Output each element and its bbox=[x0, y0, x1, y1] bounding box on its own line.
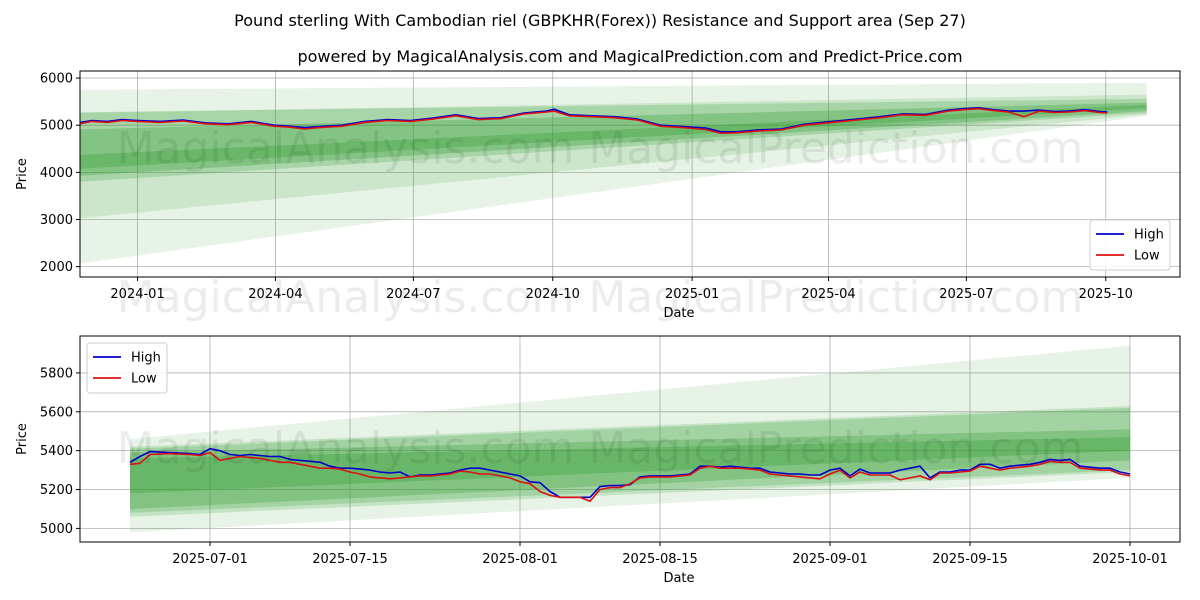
x-tick-label: 2025-07-01 bbox=[172, 552, 248, 567]
x-tick-label: 2025-07-15 bbox=[312, 552, 388, 567]
chart-subtitle: powered by MagicalAnalysis.com and Magic… bbox=[297, 47, 962, 66]
x-tick-label: 2025-04 bbox=[801, 287, 855, 302]
x-tick-label: 2024-10 bbox=[526, 287, 580, 302]
band-area bbox=[130, 406, 1130, 517]
x-tick-label: 2025-10 bbox=[1079, 287, 1133, 302]
low-series-line bbox=[129, 451, 1131, 503]
x-axis-label: Date bbox=[663, 571, 694, 586]
band-area bbox=[130, 437, 1130, 494]
x-tick-label: 2024-07 bbox=[386, 287, 440, 302]
y-tick-label: 2000 bbox=[40, 260, 73, 275]
panel-watermark: MagicalAnalysis.com MagicalPrediction.co… bbox=[117, 123, 1084, 174]
plot-frame bbox=[79, 70, 1181, 278]
legend: High Low bbox=[1089, 219, 1171, 271]
legend-box bbox=[1089, 219, 1171, 271]
band-area bbox=[80, 102, 1147, 176]
x-tick-label: 2024-04 bbox=[248, 287, 302, 302]
legend-label-low: Low bbox=[1134, 249, 1160, 264]
band-area bbox=[80, 98, 1147, 182]
x-tick-label: 2025-09-01 bbox=[792, 552, 868, 567]
band-area bbox=[80, 82, 1147, 264]
low-series-line bbox=[80, 107, 1108, 134]
y-tick-label: 5600 bbox=[40, 405, 73, 420]
support-resistance-bands bbox=[80, 82, 1147, 264]
y-tick-label: 3000 bbox=[40, 213, 73, 228]
chart-title: Pound sterling With Cambodian riel (GBPK… bbox=[234, 11, 966, 30]
price-lines bbox=[129, 447, 1131, 503]
y-tick-label: 6000 bbox=[40, 72, 73, 87]
x-tick-label: 2025-07 bbox=[939, 287, 993, 302]
x-tick-label: 2025-10-01 bbox=[1092, 552, 1168, 567]
y-tick-label: 4000 bbox=[40, 166, 73, 181]
legend-box bbox=[86, 342, 168, 394]
bottom-chart-panel: 2025-07-01 2025-07-15 2025-08-01 2025-08-15… bbox=[15, 335, 1181, 586]
legend: High Low bbox=[86, 342, 168, 394]
high-series-line bbox=[80, 107, 1108, 133]
high-series-line bbox=[129, 447, 1131, 499]
legend-label-low: Low bbox=[131, 372, 157, 387]
band-area bbox=[80, 104, 1147, 169]
legend-label-high: High bbox=[131, 351, 161, 366]
watermark: MagicalAnalysis.com MagicalPrediction.co… bbox=[117, 272, 1084, 323]
x-tick-label: 2024-01 bbox=[110, 287, 164, 302]
x-tick-label: 2025-09-15 bbox=[932, 552, 1008, 567]
x-tick-label: 2025-08-15 bbox=[622, 552, 698, 567]
y-axis-label: Price bbox=[15, 423, 30, 455]
legend-label-high: High bbox=[1134, 228, 1164, 243]
band-area bbox=[130, 407, 1130, 513]
x-tick-label: 2025-08-01 bbox=[482, 552, 558, 567]
x-axis-label: Date bbox=[663, 306, 694, 321]
y-tick-label: 5000 bbox=[40, 119, 73, 134]
band-area bbox=[130, 429, 1130, 509]
plot-frame bbox=[79, 335, 1181, 543]
y-tick-label: 5400 bbox=[40, 444, 73, 459]
price-lines bbox=[80, 107, 1108, 134]
y-axis-label: Price bbox=[15, 158, 30, 190]
panel-watermark: MagicalAnalysis.com MagicalPrediction.co… bbox=[117, 423, 1084, 474]
top-chart-panel: 2024-01 2024-04 2024-07 2024-10 2025-01 2025-… bbox=[15, 70, 1181, 321]
band-area bbox=[130, 345, 1130, 533]
y-tick-label: 5200 bbox=[40, 483, 73, 498]
y-tick-label: 5000 bbox=[40, 522, 73, 537]
y-tick-label: 5800 bbox=[40, 366, 73, 381]
x-tick-label: 2025-01 bbox=[665, 287, 719, 302]
support-resistance-bands bbox=[130, 345, 1130, 533]
